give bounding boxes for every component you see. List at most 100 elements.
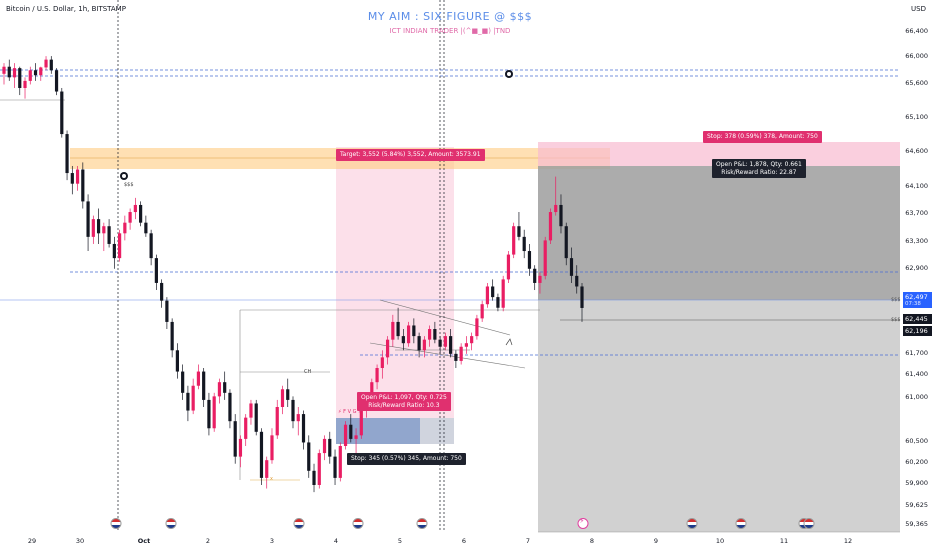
short-stop-label[interactable]: Stop: 378 (0.59%) 378, Amount: 750: [703, 131, 822, 143]
candle[interactable]: [2, 66, 6, 74]
candle[interactable]: [170, 321, 174, 351]
candle[interactable]: [212, 396, 216, 429]
candle[interactable]: [317, 453, 321, 485]
candle[interactable]: [118, 233, 122, 259]
candle[interactable]: [165, 300, 169, 322]
candle[interactable]: [385, 339, 390, 358]
candle[interactable]: [181, 371, 185, 393]
candle[interactable]: [301, 414, 306, 443]
candle[interactable]: [202, 371, 206, 400]
candle[interactable]: [391, 321, 395, 340]
candle[interactable]: [39, 67, 43, 76]
candle[interactable]: [322, 438, 327, 454]
candle[interactable]: [102, 226, 106, 234]
candle[interactable]: [123, 222, 127, 234]
candle[interactable]: [144, 222, 148, 234]
candle[interactable]: [7, 66, 11, 78]
candle[interactable]: [207, 399, 211, 429]
candle[interactable]: [191, 385, 195, 411]
candle[interactable]: [506, 254, 511, 280]
candle[interactable]: [86, 201, 90, 237]
candle[interactable]: [44, 59, 48, 68]
candle[interactable]: [396, 321, 400, 337]
candle[interactable]: [343, 424, 348, 446]
candle[interactable]: [18, 68, 22, 88]
candle[interactable]: [433, 329, 437, 340]
us-flag-event-icon[interactable]: [686, 518, 698, 529]
eye-icon[interactable]: [120, 172, 128, 180]
candle[interactable]: [527, 251, 532, 269]
candle[interactable]: [291, 399, 295, 422]
price-tag-level-2[interactable]: 62,196: [903, 326, 932, 336]
short-position-profit-zone-active[interactable]: [538, 166, 900, 300]
candle[interactable]: [454, 353, 458, 361]
candle[interactable]: [517, 226, 521, 237]
candle[interactable]: [554, 204, 558, 213]
candle[interactable]: [312, 470, 316, 485]
candle[interactable]: [538, 275, 542, 283]
short-position-profit-zone[interactable]: [538, 300, 900, 532]
candle[interactable]: [75, 169, 80, 184]
candle[interactable]: [422, 339, 426, 351]
candle[interactable]: [286, 389, 290, 400]
candle[interactable]: [412, 325, 416, 337]
currency-label[interactable]: USD: [911, 5, 926, 13]
short-open-pl-label[interactable]: Open P&L: 1,878, Qty: 0.661 Risk/Reward …: [712, 159, 806, 178]
candle[interactable]: [354, 435, 358, 439]
candle[interactable]: [149, 233, 153, 259]
candle[interactable]: [175, 350, 179, 372]
fvg-zone[interactable]: [336, 418, 420, 444]
candle[interactable]: [480, 304, 484, 319]
candle[interactable]: [196, 371, 201, 386]
candle[interactable]: [359, 410, 363, 436]
candle[interactable]: [349, 424, 353, 439]
candle[interactable]: [107, 226, 111, 244]
candle[interactable]: [233, 421, 237, 457]
candle[interactable]: [254, 403, 258, 432]
candle[interactable]: [370, 382, 374, 397]
candle[interactable]: [333, 456, 337, 478]
candle[interactable]: [12, 68, 17, 78]
candle[interactable]: [569, 258, 574, 276]
eye-icon-2[interactable]: [505, 70, 513, 78]
candle[interactable]: [186, 392, 190, 411]
candle[interactable]: [33, 70, 38, 76]
us-flag-event-icon[interactable]: [735, 518, 747, 529]
candle[interactable]: [559, 204, 563, 227]
candle[interactable]: [154, 258, 158, 283]
candle[interactable]: [54, 70, 59, 92]
candle[interactable]: [380, 357, 384, 369]
candle[interactable]: [417, 336, 421, 351]
candle[interactable]: [548, 212, 553, 241]
candle[interactable]: [443, 336, 447, 347]
us-flag-event-icon[interactable]: [165, 518, 177, 529]
candle[interactable]: [464, 343, 468, 347]
candle[interactable]: [70, 173, 74, 184]
candle[interactable]: [485, 286, 490, 305]
candle[interactable]: [307, 442, 311, 471]
candle[interactable]: [280, 389, 285, 408]
candle[interactable]: [438, 339, 442, 347]
candle[interactable]: [133, 204, 137, 213]
candle[interactable]: [296, 414, 300, 422]
price-tag-level-1[interactable]: 62,445: [903, 314, 932, 324]
candle[interactable]: [128, 212, 132, 223]
candle[interactable]: [580, 286, 584, 308]
us-flag-event-icon[interactable]: [352, 518, 364, 529]
long-open-pl-label[interactable]: Open P&L: 1,097, Qty: 0.725 Risk/Reward …: [357, 392, 451, 411]
candle[interactable]: [401, 336, 405, 344]
candle[interactable]: [270, 435, 274, 461]
candle[interactable]: [522, 236, 526, 252]
candle[interactable]: [475, 318, 479, 337]
candle[interactable]: [328, 438, 332, 457]
candle[interactable]: [228, 392, 232, 422]
price-scale[interactable]: [900, 0, 932, 550]
candle[interactable]: [28, 70, 32, 81]
candle[interactable]: [496, 297, 500, 308]
candle[interactable]: [244, 417, 248, 439]
us-flag-event-icon[interactable]: [416, 518, 428, 529]
candle[interactable]: [259, 431, 264, 478]
candle[interactable]: [491, 286, 495, 298]
candle[interactable]: [338, 445, 342, 478]
